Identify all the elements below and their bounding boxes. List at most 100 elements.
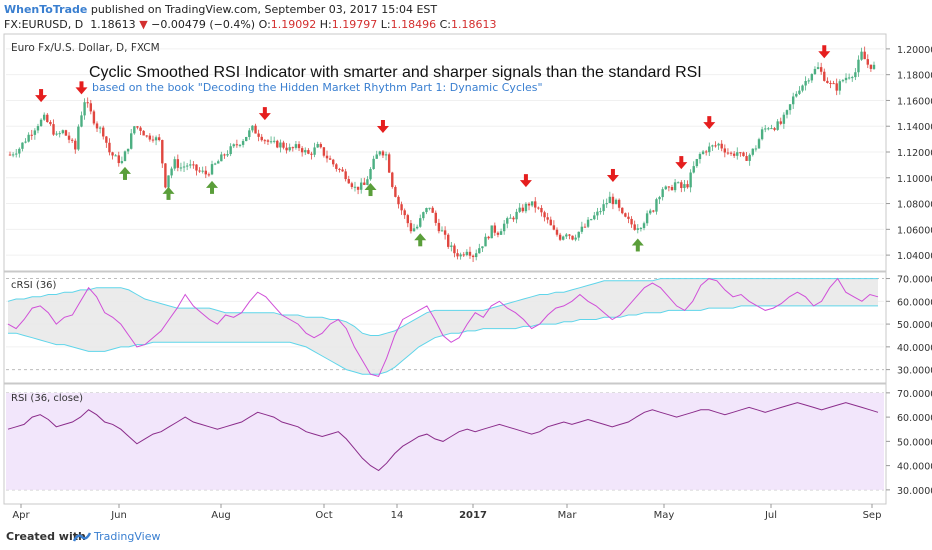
chart-area[interactable]: 1.04000 1.06000 1.08000 1.10000 1.12000 1.140… xyxy=(0,0,932,523)
candle-body xyxy=(530,201,534,206)
candle-body xyxy=(310,153,313,155)
candle-body xyxy=(558,234,562,240)
candle-body xyxy=(226,154,229,156)
candle-body xyxy=(350,183,354,187)
candle-body xyxy=(509,217,512,219)
candle-body xyxy=(667,186,671,188)
candle-body xyxy=(341,169,344,172)
candle-body xyxy=(359,182,363,190)
candle-body xyxy=(117,155,120,164)
brand-name[interactable]: WhenToTrade xyxy=(4,3,88,16)
candle-body xyxy=(714,145,717,147)
crsi-band-fill xyxy=(8,278,878,375)
candle-body xyxy=(130,133,133,149)
candle-body xyxy=(518,207,521,212)
rsi-tick-label: 50.0000 xyxy=(897,437,932,448)
candle-body xyxy=(549,219,552,226)
candle-body xyxy=(46,114,49,122)
candle-body xyxy=(726,152,730,154)
candle-body xyxy=(322,147,326,156)
candle-body xyxy=(499,231,503,235)
candle-body xyxy=(139,127,142,131)
candle-body xyxy=(92,111,96,124)
sell-arrow-icon xyxy=(376,120,389,133)
candle-body xyxy=(602,204,605,212)
candle-body xyxy=(328,158,332,160)
crsi-tick-label: 30.0000 xyxy=(897,366,932,377)
tradingview-link[interactable]: TradingView xyxy=(94,530,161,543)
chart-title: Cyclic Smoothed RSI Indicator with smart… xyxy=(89,64,702,81)
price-change: −0.00479 (−0.4%) xyxy=(151,18,256,31)
candle-body xyxy=(279,142,282,148)
candle-body xyxy=(151,139,155,141)
candle-body xyxy=(658,197,661,200)
low-label: L: xyxy=(380,18,391,31)
candle-body xyxy=(241,141,245,145)
candle-body xyxy=(189,164,192,166)
candle-body xyxy=(515,211,518,220)
candle-body xyxy=(409,223,413,232)
candle-body xyxy=(406,215,410,224)
candle-body xyxy=(397,196,400,205)
candle-body xyxy=(114,155,117,157)
candle-body xyxy=(347,179,350,184)
x-tick-label: 2017 xyxy=(459,510,487,521)
symbol-label: FX:EURUSD, D xyxy=(4,18,84,31)
candle-body xyxy=(8,154,12,156)
price-tick-label: 1.16000 xyxy=(897,96,932,107)
candle-body xyxy=(123,151,127,162)
candle-body xyxy=(611,196,615,205)
candle-body xyxy=(372,158,375,170)
candle-body xyxy=(639,228,643,230)
candle-body xyxy=(506,218,509,224)
candle-body xyxy=(167,175,170,188)
candle-body xyxy=(599,211,602,213)
candle-body xyxy=(120,161,124,164)
buy-arrow-icon xyxy=(414,233,427,247)
candle-body xyxy=(636,228,639,230)
rsi-tick-label: 70.0000 xyxy=(897,389,932,400)
chart-subtitle: based on the book "Decoding the Hidden M… xyxy=(92,81,543,94)
candle-body xyxy=(381,151,385,156)
candle-body xyxy=(24,141,27,143)
candle-body xyxy=(496,232,500,235)
candle-body xyxy=(819,67,823,72)
candle-body xyxy=(126,148,130,152)
candle-body xyxy=(704,151,708,153)
footer: Created with TradingView xyxy=(0,523,932,550)
candle-body xyxy=(782,114,786,124)
candle-body xyxy=(673,182,677,191)
candle-body xyxy=(102,127,105,137)
candle-body xyxy=(552,225,556,230)
candle-body xyxy=(105,136,108,143)
last-price: 1.18613 xyxy=(90,18,136,31)
rsi-tick-label: 60.0000 xyxy=(897,413,932,424)
candle-body xyxy=(847,77,851,79)
high-label: H: xyxy=(319,18,332,31)
candle-body xyxy=(272,140,276,142)
price-tick-label: 1.12000 xyxy=(897,148,932,159)
candle-body xyxy=(754,148,758,150)
candle-body xyxy=(863,51,866,60)
candle-body xyxy=(11,154,15,156)
created-with-label: Created with xyxy=(6,530,86,543)
candle-body xyxy=(729,152,733,154)
candle-body xyxy=(70,139,74,141)
candle-body xyxy=(493,225,497,233)
candle-body xyxy=(804,81,807,86)
price-tick-label: 1.06000 xyxy=(897,225,932,236)
candle-body xyxy=(148,135,152,140)
candle-body xyxy=(484,236,487,247)
candle-body xyxy=(583,226,587,228)
candle-body xyxy=(866,59,869,65)
candle-body xyxy=(257,133,260,137)
buy-arrow-icon xyxy=(162,186,175,200)
candle-body xyxy=(269,141,273,143)
candle-body xyxy=(210,164,214,175)
candle-body xyxy=(760,129,764,140)
candle-body xyxy=(773,128,776,130)
candle-body xyxy=(179,167,183,169)
crsi-upper-band xyxy=(7,278,878,336)
x-tick-label: May xyxy=(654,510,675,521)
candle-body xyxy=(745,156,748,161)
